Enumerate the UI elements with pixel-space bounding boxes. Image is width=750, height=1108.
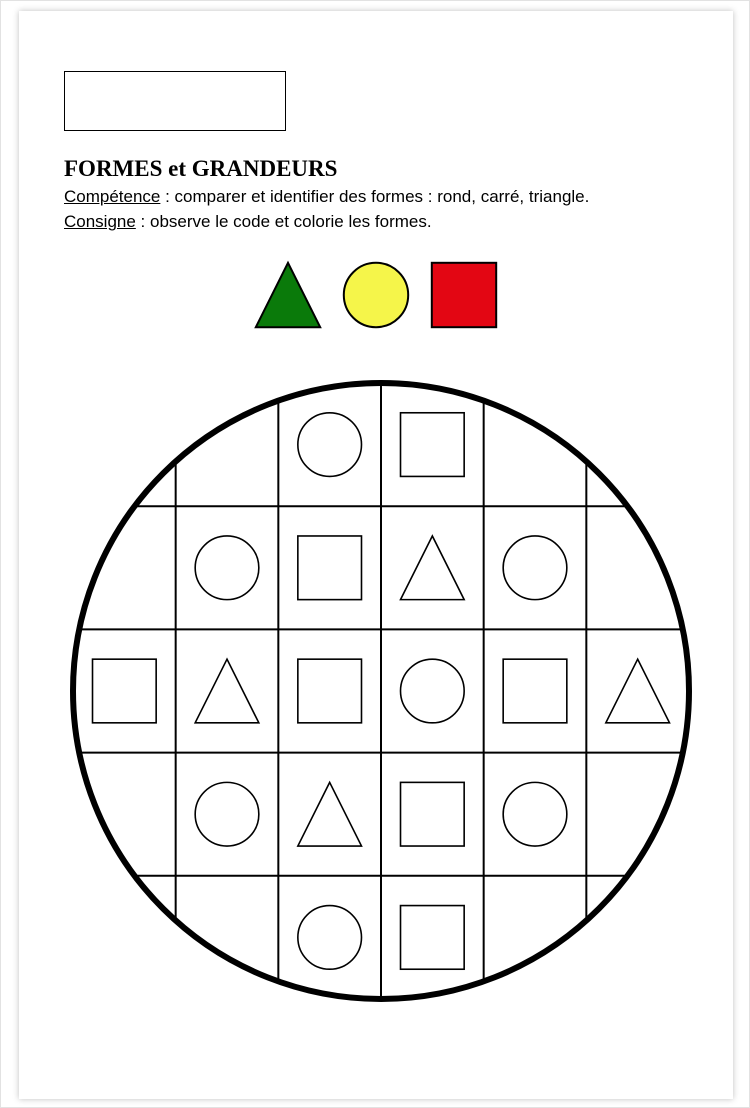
worksheet-grid bbox=[73, 383, 689, 999]
consigne-text: : observe le code et colorie les formes. bbox=[136, 212, 432, 231]
worksheet-cell-square-icon[interactable] bbox=[401, 906, 465, 970]
worksheet-cell-square-icon[interactable] bbox=[503, 659, 567, 723]
worksheet-cell-square-icon[interactable] bbox=[298, 536, 362, 600]
page-title: FORMES et GRANDEURS bbox=[64, 156, 694, 182]
worksheet-cell-circle-icon[interactable] bbox=[298, 906, 362, 970]
competence-line: Compétence : comparer et identifier des … bbox=[64, 186, 694, 209]
worksheet-cell-square-icon[interactable] bbox=[401, 413, 465, 477]
worksheet-cell-triangle-icon[interactable] bbox=[298, 782, 362, 846]
name-box[interactable] bbox=[64, 71, 286, 131]
worksheet-cell-circle-icon[interactable] bbox=[503, 536, 567, 600]
competence-text: : comparer et identifier des formes : ro… bbox=[160, 187, 589, 206]
worksheet-cell-circle-icon[interactable] bbox=[503, 782, 567, 846]
legend-circle-icon bbox=[344, 263, 408, 327]
worksheet-cell-square-icon[interactable] bbox=[401, 782, 465, 846]
worksheet-cell-square-icon[interactable] bbox=[298, 659, 362, 723]
legend-square-icon bbox=[432, 263, 496, 327]
worksheet-cell-circle-icon[interactable] bbox=[195, 782, 259, 846]
legend-triangle-icon bbox=[256, 263, 320, 327]
legend-svg bbox=[249, 256, 503, 334]
worksheet-cell-triangle-icon[interactable] bbox=[606, 659, 670, 723]
worksheet-cell-triangle-icon[interactable] bbox=[195, 659, 259, 723]
worksheet-cell-triangle-icon[interactable] bbox=[401, 536, 465, 600]
worksheet-cell-square-icon[interactable] bbox=[93, 659, 157, 723]
worksheet-svg bbox=[69, 379, 693, 1003]
worksheet-cell-circle-icon[interactable] bbox=[298, 413, 362, 477]
worksheet-cell-circle-icon[interactable] bbox=[195, 536, 259, 600]
shapes-worksheet-circle bbox=[69, 379, 693, 1003]
color-code-legend bbox=[19, 256, 733, 334]
header-block: FORMES et GRANDEURS Compétence : compare… bbox=[64, 156, 694, 236]
consigne-line: Consigne : observe le code et colorie le… bbox=[64, 211, 694, 234]
worksheet-page: FORMES et GRANDEURS Compétence : compare… bbox=[19, 11, 733, 1099]
worksheet-cell-circle-icon[interactable] bbox=[401, 659, 465, 723]
competence-label: Compétence bbox=[64, 187, 160, 206]
stage: FORMES et GRANDEURS Compétence : compare… bbox=[0, 0, 750, 1108]
consigne-label: Consigne bbox=[64, 212, 136, 231]
